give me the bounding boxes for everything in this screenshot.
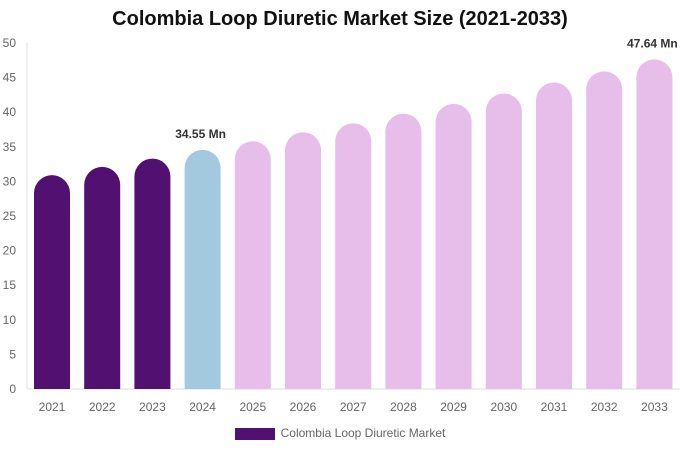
bar-2031 [536, 82, 572, 389]
y-tick-label: 0 [9, 382, 16, 396]
data-label: 47.64 Mn [627, 36, 678, 50]
bar-2024 [184, 149, 221, 389]
bar-2029 [435, 103, 472, 390]
y-tick-label: 40 [3, 105, 17, 119]
legend: Colombia Loop Diuretic Market [0, 426, 680, 440]
y-tick-label: 5 [9, 347, 16, 361]
x-tick-label: 2027 [340, 400, 367, 414]
y-tick-label: 10 [3, 313, 17, 327]
y-tick-label: 35 [3, 140, 17, 154]
y-tick-label: 25 [3, 209, 17, 223]
x-tick-label: 2032 [591, 400, 618, 414]
y-tick-label: 15 [3, 278, 17, 292]
x-tick-label: 2026 [290, 400, 317, 414]
x-tick-label: 2029 [440, 400, 467, 414]
y-tick-label: 45 [3, 71, 17, 85]
bar-2026 [285, 132, 321, 389]
y-tick-label: 30 [3, 174, 17, 188]
x-tick-label: 2021 [39, 400, 66, 414]
bar-2022 [84, 166, 121, 389]
x-tick-label: 2030 [490, 400, 517, 414]
bar-2033 [636, 59, 673, 389]
bar-2027 [335, 123, 372, 389]
x-tick-label: 2033 [641, 400, 668, 414]
legend-swatch [234, 427, 275, 440]
x-tick-label: 2022 [89, 400, 116, 414]
bar-2028 [385, 113, 422, 390]
x-tick-label: 2023 [139, 400, 166, 414]
x-tick-label: 2025 [239, 400, 266, 414]
x-tick-label: 2031 [541, 400, 568, 414]
legend-label: Colombia Loop Diuretic Market [280, 426, 446, 440]
bar-2025 [234, 141, 271, 389]
y-tick-label: 50 [3, 36, 17, 50]
bar-2030 [485, 93, 522, 390]
y-tick-label: 20 [3, 244, 17, 258]
data-label: 34.55 Mn [175, 127, 226, 141]
bar-2032 [586, 71, 623, 389]
x-tick-label: 2024 [189, 400, 216, 414]
chart-title: Colombia Loop Diuretic Market Size (2021… [112, 8, 568, 30]
x-tick-label: 2028 [390, 400, 417, 414]
bar-2023 [134, 158, 171, 389]
bar-2021 [34, 175, 70, 389]
